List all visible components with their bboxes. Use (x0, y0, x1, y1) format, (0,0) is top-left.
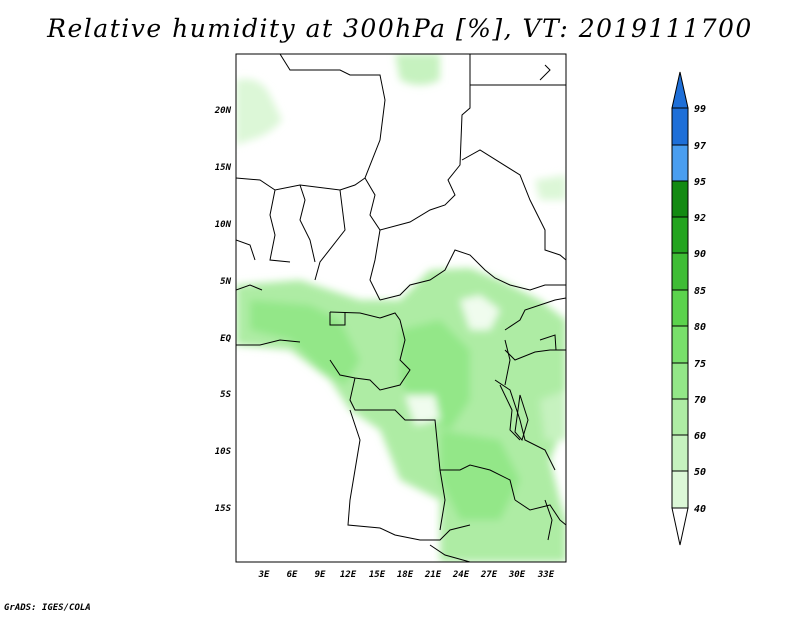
colorbar-swatch (671, 289, 689, 327)
colorbar-swatch (671, 325, 689, 364)
lon-label: 15E (369, 570, 386, 580)
country-borders (236, 54, 566, 562)
colorbar-swatch (671, 434, 689, 472)
lat-label: 15N (215, 163, 232, 173)
grads-credit: GrADS: IGES/COLA (4, 603, 91, 613)
lon-label: 33E (537, 570, 555, 580)
colorbar-label: 50 (694, 467, 706, 478)
colorbar-swatch (671, 216, 689, 254)
lon-label: 27E (480, 570, 498, 580)
colorbar-swatch (671, 398, 689, 436)
colorbar-label: 40 (694, 504, 706, 515)
latitude-labels: 20N 15N 10N 5N EQ 5S 10S 15S (214, 106, 232, 514)
lat-label: EQ (220, 334, 231, 344)
lat-label: 10S (215, 447, 232, 457)
colorbar-label: 90 (694, 249, 706, 260)
colorbar-top-triangle (671, 71, 689, 109)
lat-label: 5N (220, 277, 231, 287)
humidity-field (236, 54, 566, 562)
colorbar-label: 80 (694, 322, 706, 333)
lon-label: 6E (287, 570, 298, 580)
colorbar-swatch (671, 252, 689, 291)
colorbar-label: 60 (694, 431, 706, 442)
colorbar-label: 97 (694, 141, 706, 152)
colorbar-label: 75 (694, 359, 706, 370)
plot-title: Relative humidity at 300hPa [%], VT: 201… (47, 14, 753, 43)
colorbar-label: 70 (694, 395, 706, 406)
colorbar-label: 92 (694, 213, 706, 224)
lon-label: 30E (508, 570, 526, 580)
colorbar-swatch (671, 362, 689, 400)
colorbar-labels: 99 97 95 92 90 85 80 75 70 60 50 40 (694, 104, 706, 515)
lon-label: 12E (340, 570, 357, 580)
colorbar-bottom-triangle (671, 507, 689, 546)
colorbar-swatch (671, 144, 689, 182)
lon-label: 21E (424, 570, 442, 580)
lat-label: 10N (215, 220, 232, 230)
colorbar-label: 85 (694, 286, 706, 297)
longitude-labels: 3E 6E 9E 12E 15E 18E 21E 24E 27E 30E 33E (258, 570, 555, 580)
colorbar-label: 99 (694, 104, 706, 115)
lon-label: 24E (452, 570, 470, 580)
lon-label: 18E (397, 570, 414, 580)
map-frame (235, 53, 567, 563)
lat-label: 20N (214, 106, 232, 116)
lon-label: 3E (258, 570, 270, 580)
colorbar-swatch (671, 470, 689, 509)
colorbar: 99 97 95 92 90 85 80 75 70 60 50 40 (671, 71, 706, 546)
lon-label: 9E (315, 570, 326, 580)
colorbar-label: 95 (694, 177, 706, 188)
colorbar-swatch (671, 107, 689, 146)
colorbar-swatch (671, 180, 689, 218)
lat-label: 5S (220, 390, 231, 400)
lat-label: 15S (215, 504, 232, 514)
